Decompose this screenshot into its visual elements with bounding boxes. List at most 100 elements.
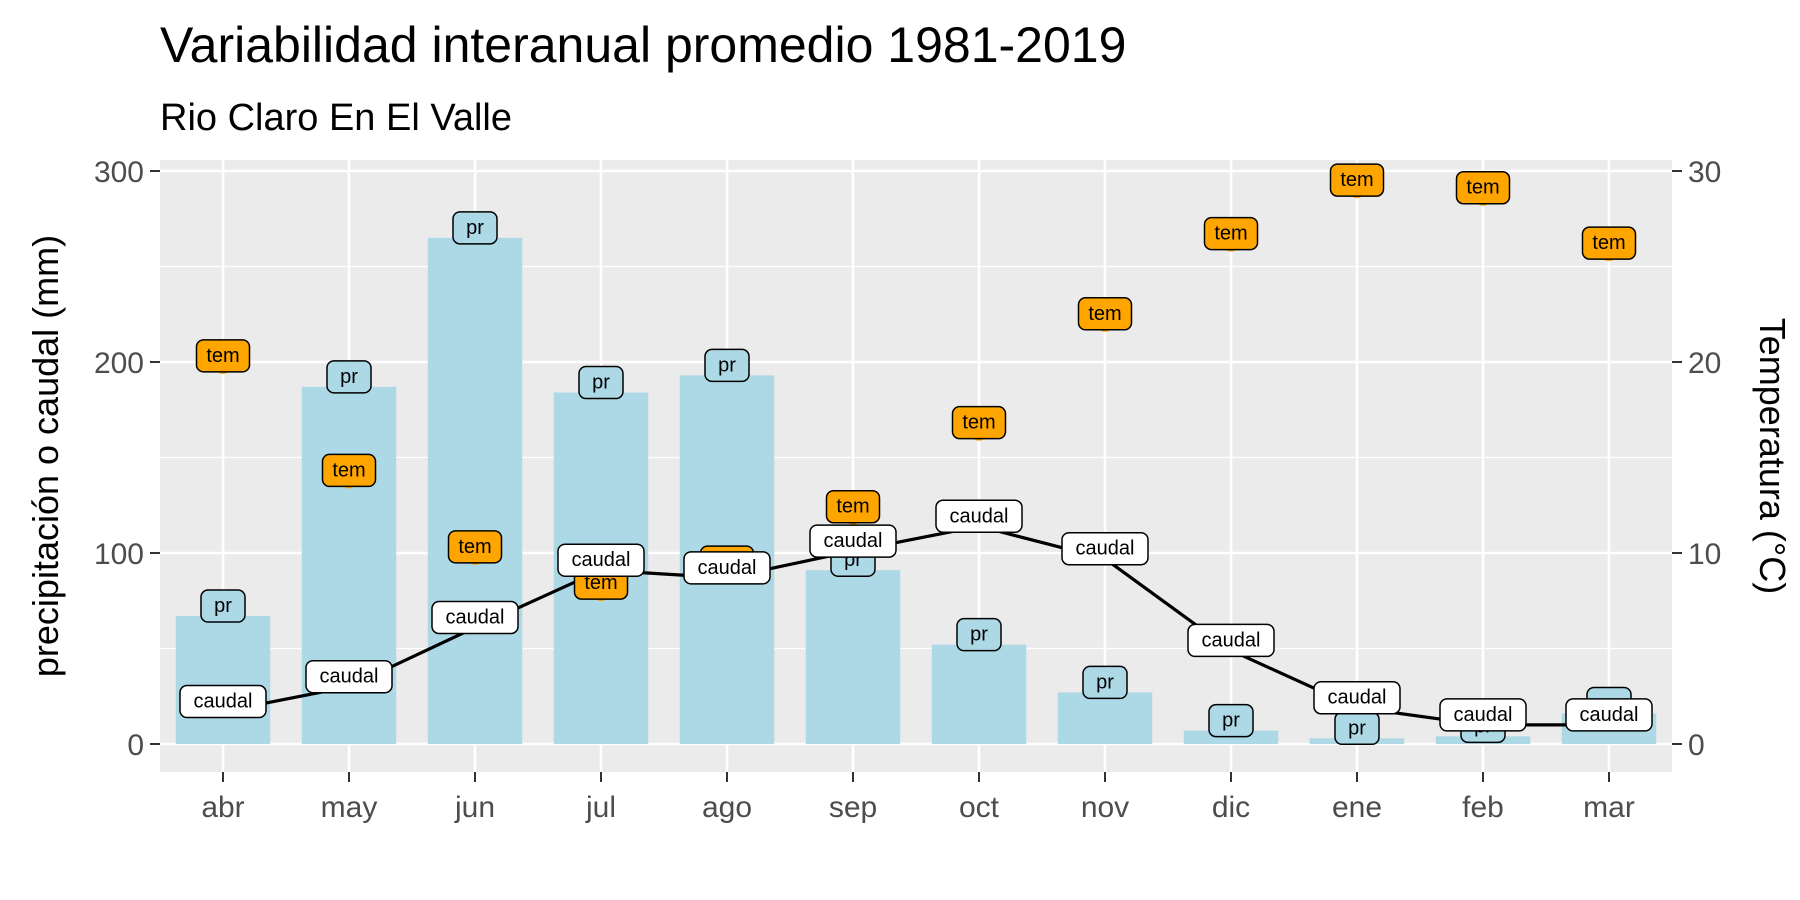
x-tick-label: oct — [959, 791, 1000, 824]
label-caudal-abr-box — [179, 684, 267, 719]
label-pr-may-box — [326, 360, 372, 394]
label-pr-nov: pr — [1082, 665, 1128, 700]
label-tem-ene-text: tem — [1340, 169, 1373, 191]
label-caudal-jul-box — [557, 543, 645, 577]
label-caudal-dic: caudal — [1187, 623, 1275, 658]
label-tem-ene-box — [1329, 163, 1385, 197]
label-tem-nov-box — [1077, 297, 1133, 331]
y-tick-label: 100 — [94, 538, 144, 571]
label-pr-dic-box — [1208, 703, 1254, 738]
bar-jun — [427, 237, 523, 744]
label-tem-sep-box — [825, 489, 881, 524]
label-pr-ago-text: pr — [718, 354, 736, 376]
y2-tick-label: 0 — [1688, 729, 1705, 762]
label-tem-dic-box — [1203, 216, 1259, 251]
label-pr-jul-box — [578, 365, 624, 400]
x-tick-label: may — [321, 791, 378, 824]
label-pr-may-text: pr — [340, 366, 358, 388]
label-caudal-jun: caudal — [431, 600, 519, 635]
label-caudal-feb-text: caudal — [1454, 704, 1513, 726]
label-caudal-nov-text: caudal — [1076, 538, 1135, 560]
label-tem-jun-text: tem — [458, 536, 491, 558]
x-tick-label: abr — [201, 791, 244, 824]
label-caudal-ago-box — [683, 551, 771, 585]
data-labels: prprprprprprprprprprprprtemtemtemtemtemt… — [179, 163, 1653, 746]
label-tem-dic-text: tem — [1214, 223, 1247, 245]
label-caudal-mar-text: caudal — [1580, 704, 1639, 726]
label-pr-abr-text: pr — [214, 595, 232, 617]
x-tick-label: ene — [1332, 791, 1382, 824]
label-caudal-may-text: caudal — [320, 666, 379, 688]
label-tem-feb: tem — [1455, 170, 1511, 205]
label-tem-nov: tem — [1077, 297, 1133, 331]
label-tem-jul-text: tem — [584, 572, 617, 594]
label-caudal-may: caudal — [305, 659, 393, 694]
label-caudal-sep: caudal — [809, 524, 897, 558]
label-pr-ene-text: pr — [1348, 717, 1366, 739]
label-tem-oct-text: tem — [962, 412, 995, 434]
label-pr-ago: pr — [704, 348, 750, 383]
label-tem-abr-text: tem — [206, 345, 239, 367]
label-pr-abr-box — [200, 589, 246, 623]
axes: 0 100 200 300 0 10 20 30 abr may jun jul ago sep oct no… — [94, 156, 1721, 824]
x-tick-label: dic — [1212, 791, 1250, 824]
label-tem-abr-box — [195, 339, 251, 373]
label-pr-jun: pr — [452, 211, 498, 245]
label-tem-abr: tem — [195, 339, 251, 373]
y2-axis-title: Temperatura (°C) — [1752, 318, 1793, 594]
label-caudal-abr: caudal — [179, 684, 267, 719]
label-caudal-ene-text: caudal — [1328, 687, 1387, 709]
y-tick-label: 200 — [94, 347, 144, 380]
label-caudal-nov: caudal — [1061, 531, 1149, 566]
label-caudal-dic-box — [1187, 623, 1275, 658]
x-tick-label: mar — [1583, 791, 1635, 824]
label-tem-jun-box — [447, 530, 503, 564]
label-caudal-nov-box — [1061, 531, 1149, 566]
y-tick-label: 0 — [127, 729, 144, 762]
label-pr-dic-text: pr — [1222, 710, 1240, 732]
label-caudal-abr-text: caudal — [194, 691, 253, 713]
label-pr-nov-text: pr — [1096, 671, 1114, 693]
label-caudal-feb: caudal — [1439, 698, 1527, 732]
label-caudal-feb-box — [1439, 698, 1527, 732]
label-tem-may-box — [321, 453, 377, 488]
label-pr-jun-text: pr — [466, 217, 484, 239]
bar-oct — [931, 644, 1027, 744]
label-caudal-oct: caudal — [935, 499, 1023, 534]
bar-nov — [1057, 692, 1153, 744]
label-pr-jun-box — [452, 211, 498, 245]
label-tem-mar: tem — [1581, 226, 1637, 260]
label-tem-mar-box — [1581, 226, 1637, 260]
label-pr-oct-text: pr — [970, 624, 988, 646]
label-caudal-mar: caudal — [1565, 698, 1653, 732]
label-tem-feb-box — [1455, 170, 1511, 205]
label-caudal-jul: caudal — [557, 543, 645, 577]
label-tem-sep: tem — [825, 489, 881, 524]
label-tem-ene: tem — [1329, 163, 1385, 197]
label-tem-may: tem — [321, 453, 377, 488]
label-pr-oct-box — [956, 617, 1002, 652]
label-caudal-jul-text: caudal — [572, 549, 631, 571]
y2-tick-label: 10 — [1688, 538, 1721, 571]
label-caudal-mar-box — [1565, 698, 1653, 732]
label-tem-oct: tem — [951, 405, 1007, 440]
y2-tick-label: 30 — [1688, 156, 1721, 189]
label-pr-dic: pr — [1208, 703, 1254, 738]
y-tick-label: 300 — [94, 156, 144, 189]
bar-sep — [805, 570, 901, 744]
label-pr-ene: pr — [1334, 711, 1380, 746]
label-tem-feb-text: tem — [1466, 177, 1499, 199]
label-tem-may-text: tem — [332, 459, 365, 481]
label-pr-ago-box — [704, 348, 750, 383]
label-pr-may: pr — [326, 360, 372, 394]
label-tem-oct-box — [951, 405, 1007, 440]
label-caudal-dic-text: caudal — [1202, 629, 1261, 651]
label-caudal-ene: caudal — [1313, 680, 1401, 715]
label-tem-mar-text: tem — [1592, 232, 1625, 254]
chart-subtitle: Rio Claro En El Valle — [160, 97, 512, 139]
x-tick-label: sep — [829, 791, 877, 824]
x-tick-label: jul — [585, 791, 616, 824]
label-caudal-ago-text: caudal — [698, 557, 757, 579]
label-caudal-oct-box — [935, 499, 1023, 534]
x-tick-label: feb — [1462, 791, 1504, 824]
